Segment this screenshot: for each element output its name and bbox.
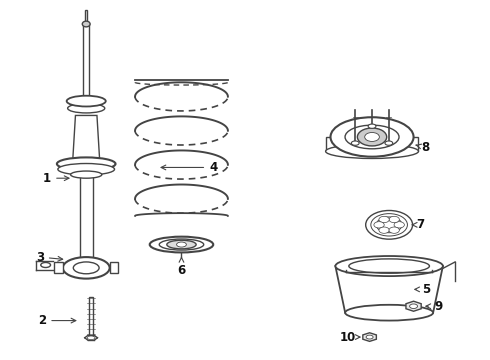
Polygon shape: [363, 333, 376, 341]
Ellipse shape: [379, 227, 389, 233]
Bar: [54, 262, 63, 273]
Text: 5: 5: [415, 283, 430, 296]
Ellipse shape: [389, 216, 399, 222]
Bar: [85, 10, 87, 24]
Text: 8: 8: [416, 141, 430, 154]
Polygon shape: [406, 301, 421, 311]
Bar: [83, 24, 89, 101]
Text: 3: 3: [36, 251, 63, 264]
Ellipse shape: [335, 256, 443, 276]
Text: 10: 10: [340, 330, 360, 343]
Bar: [89, 297, 93, 336]
Text: 2: 2: [38, 314, 76, 327]
Ellipse shape: [82, 21, 90, 27]
Ellipse shape: [331, 117, 414, 157]
Text: 9: 9: [426, 300, 442, 313]
Ellipse shape: [57, 157, 116, 170]
Ellipse shape: [357, 128, 387, 146]
Ellipse shape: [368, 124, 376, 129]
Ellipse shape: [41, 262, 50, 267]
Ellipse shape: [394, 222, 404, 228]
Ellipse shape: [379, 216, 389, 222]
Ellipse shape: [68, 104, 105, 113]
Ellipse shape: [71, 171, 102, 178]
Ellipse shape: [176, 242, 186, 247]
Bar: [110, 262, 119, 273]
Text: 4: 4: [161, 161, 218, 174]
Ellipse shape: [345, 305, 433, 320]
Ellipse shape: [366, 335, 373, 339]
Bar: [326, 137, 418, 151]
Ellipse shape: [376, 217, 402, 233]
Ellipse shape: [159, 239, 204, 250]
Ellipse shape: [351, 141, 359, 145]
Ellipse shape: [410, 304, 417, 309]
Ellipse shape: [67, 96, 106, 107]
Ellipse shape: [365, 132, 379, 141]
Ellipse shape: [366, 211, 413, 239]
Ellipse shape: [349, 259, 429, 273]
Text: 1: 1: [43, 172, 69, 185]
Ellipse shape: [58, 163, 115, 175]
Ellipse shape: [63, 257, 110, 279]
Ellipse shape: [371, 213, 407, 236]
Ellipse shape: [87, 336, 95, 339]
Ellipse shape: [326, 144, 418, 158]
Text: 6: 6: [177, 257, 186, 277]
Bar: [80, 173, 93, 261]
Ellipse shape: [374, 222, 384, 228]
Ellipse shape: [167, 240, 196, 249]
Ellipse shape: [74, 262, 99, 274]
Ellipse shape: [345, 125, 399, 149]
Ellipse shape: [389, 227, 399, 233]
Text: 7: 7: [412, 218, 424, 231]
Ellipse shape: [385, 141, 393, 145]
Ellipse shape: [150, 237, 213, 252]
Polygon shape: [73, 116, 100, 164]
